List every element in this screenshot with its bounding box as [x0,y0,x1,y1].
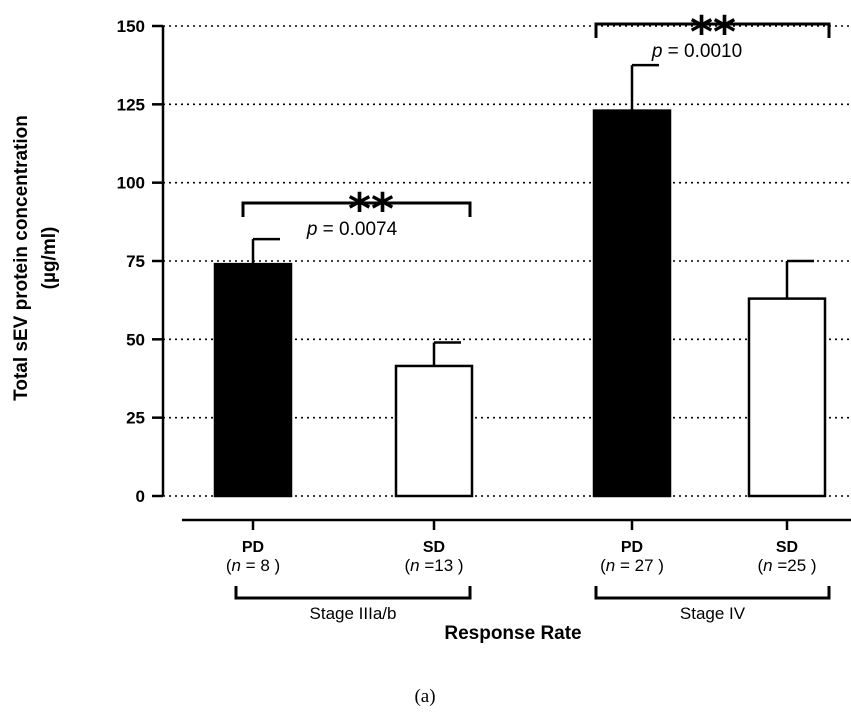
group-bracket [594,586,831,600]
p-value-label: p = 0.0010 [651,41,742,62]
sample-size-label: (n =13 ) [404,556,463,575]
sample-size-label: (n =25 ) [757,556,816,575]
bar [213,262,293,498]
significance-bracket [241,201,472,217]
category-label: PD [621,539,643,556]
y-tick-label: 0 [136,487,145,506]
sample-size-label: (n = 27 ) [600,556,664,575]
category-label: SD [423,539,445,556]
significance-stars: ** [690,7,736,58]
y-axis-title-line1: Total sEV protein concentration [11,115,32,401]
significance-stars: ** [348,184,394,235]
y-tick-label: 150 [117,17,145,36]
category-label: PD [242,539,264,556]
y-tick-label: 50 [126,330,145,349]
bar [394,364,474,498]
sample-size-label: (n = 8 ) [226,556,280,575]
y-axis-title-line2: (µg/ml) [39,227,60,290]
category-label: SD [776,539,798,556]
y-tick-label: 25 [126,409,145,428]
y-tick-label: 100 [117,174,145,193]
panel-label: (a) [414,686,435,707]
bar [747,297,827,498]
group-label: Stage IIIa/b [310,604,397,623]
annotations: **p = 0.0074**p = 0.0010 [241,7,831,240]
significance-bracket [594,22,831,38]
y-tick-label: 125 [117,95,145,114]
p-value-label: p = 0.0074 [306,219,398,240]
group-label: Stage IV [680,604,746,623]
y-tick-label: 75 [126,252,145,271]
group-bracket [234,586,472,600]
x-axis-title: Response Rate [444,623,581,644]
bar [592,109,672,498]
bars [213,63,827,498]
